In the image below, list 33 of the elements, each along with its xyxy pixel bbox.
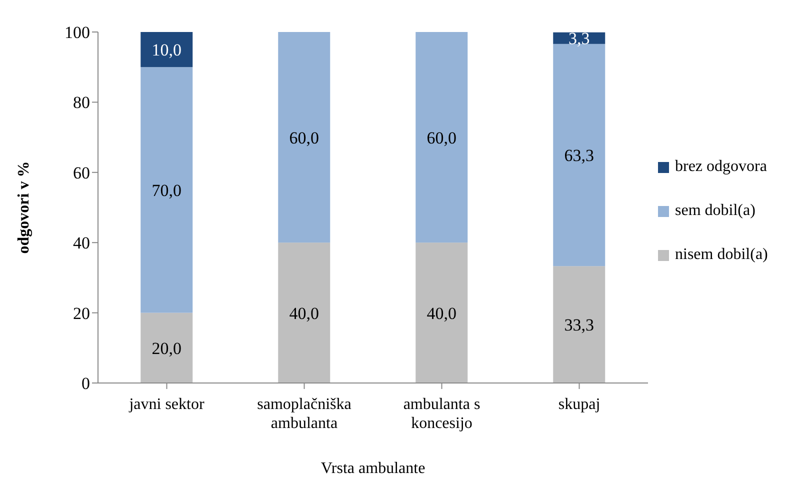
bar xyxy=(140,312,193,383)
x-tick-label: samoplačniška ambulanta xyxy=(257,396,352,432)
y-axis-title: odgovori v % xyxy=(16,161,33,254)
x-tick-label: javni sektor xyxy=(128,396,205,413)
bar xyxy=(278,32,330,243)
data-label: 10,0 xyxy=(152,40,182,60)
bar xyxy=(278,242,330,383)
y-tick-label: 20 xyxy=(73,304,90,323)
bar xyxy=(140,67,193,313)
y-tick-label: 100 xyxy=(64,23,90,42)
data-label: 3,3 xyxy=(568,29,590,48)
y-tick-label: 60 xyxy=(73,163,90,182)
x-tick-label: skupaj xyxy=(558,396,600,413)
legend-label: sem dobil(a) xyxy=(675,202,756,220)
data-label: 60,0 xyxy=(426,128,456,148)
data-label: 63,3 xyxy=(564,146,594,166)
data-label: 40,0 xyxy=(426,304,456,323)
data-label: 20,0 xyxy=(152,338,182,358)
bar xyxy=(416,242,468,383)
data-label: 60,0 xyxy=(289,128,319,148)
y-tick-label: 80 xyxy=(73,93,90,112)
y-tick-label: 0 xyxy=(82,374,90,394)
bar xyxy=(553,266,606,383)
x-axis-title: Vrsta ambulante xyxy=(320,460,426,477)
data-label: 33,3 xyxy=(564,316,594,335)
data-label: 40,0 xyxy=(289,304,319,323)
bar xyxy=(416,32,468,243)
data-label: 70,0 xyxy=(152,180,182,200)
x-tick-label: ambulanta s koncesijo xyxy=(403,396,480,432)
y-tick-label: 40 xyxy=(73,234,90,253)
bar xyxy=(140,32,193,68)
legend-label: nisem dobil(a) xyxy=(675,246,768,264)
legend-label: brez odgovora xyxy=(675,158,767,176)
